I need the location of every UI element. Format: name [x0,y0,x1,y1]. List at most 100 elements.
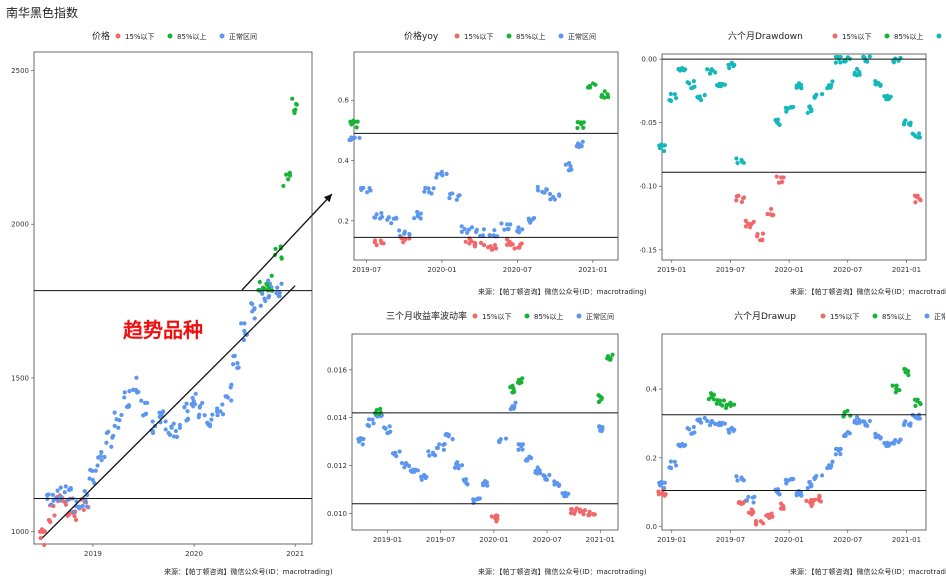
data-point [218,409,223,414]
data-point [207,422,212,427]
data-point [250,309,255,314]
data-point [394,215,399,221]
data-point [812,497,817,502]
data-point [902,421,907,426]
data-point [749,221,754,227]
data-point [512,389,517,394]
data-point [441,447,446,452]
x-tick-label: 2020-01 [774,536,803,544]
data-point [215,412,220,418]
data-point [220,412,226,417]
data-point [401,240,406,245]
data-point [272,252,278,258]
data-point [464,480,469,486]
data-point [265,283,270,288]
data-point [412,216,417,221]
data-point [278,246,283,251]
data-point [893,438,898,443]
data-point [171,421,176,426]
data-point [527,454,532,459]
data-point [452,465,458,470]
data-point [99,458,104,463]
data-point [286,177,291,182]
data-point [796,488,802,494]
legend-key-low [472,313,478,319]
y-tick-label: 0.00 [641,56,657,64]
data-point [435,445,440,451]
data-point [547,191,553,197]
data-point [402,465,407,470]
data-point [532,215,537,221]
data-point [541,473,546,478]
legend-key-high [167,33,173,39]
data-point [861,54,866,59]
legend-key-high [872,313,878,319]
data-point [347,137,352,143]
data-point [510,383,515,388]
data-point [750,508,755,513]
chart-legend: 价格yoy 15%以下 85%以上 正常区间 [404,30,596,42]
data-point [773,487,778,492]
data-point [705,418,710,424]
data-point [275,285,280,290]
data-point [873,79,878,84]
data-point [903,370,908,375]
data-point [662,143,667,148]
legend-label-high: 85%以上 [882,312,912,321]
data-point [387,424,392,429]
data-point [912,133,917,138]
data-point [878,436,883,441]
data-point [273,246,278,252]
data-point [672,92,677,97]
data-point [882,94,887,99]
data-point [459,224,464,229]
data-point [723,405,729,411]
data-point [499,221,504,226]
data-point [447,195,452,201]
data-point [865,59,870,64]
data-point [776,490,781,496]
x-tick-label: 2020-07 [833,536,862,544]
data-point [885,93,890,98]
data-point [415,214,421,219]
legend-key-normal [558,33,564,39]
data-point [389,221,394,226]
data-point [435,172,440,177]
data-point [667,97,672,103]
data-point [825,465,830,471]
series-low [372,235,524,252]
data-point [379,214,385,220]
legend-title: 六个月Drawup [734,310,796,322]
data-point [662,480,667,485]
data-point [459,463,465,468]
data-point [784,481,789,486]
data-point [169,424,174,429]
data-point [466,227,472,232]
data-point [668,459,674,464]
data-point [202,413,207,418]
legend-key-normal [924,313,930,319]
data-point [252,316,257,321]
data-point [504,242,510,247]
data-point [141,413,146,418]
data-point [575,141,581,146]
data-point [717,398,723,403]
data-point [890,383,895,388]
chart-legend: 六个月Drawup 15%以下 85%以上 正常区间 [734,310,945,322]
data-point [182,405,187,410]
data-point [582,508,588,513]
data-point [378,238,383,243]
data-point [161,409,166,414]
y-tick-label: 2500 [11,67,29,75]
data-point [489,514,494,519]
data-point [177,425,183,431]
data-point [913,200,918,205]
data-point [96,455,101,460]
data-point [707,423,713,428]
data-point [691,424,696,430]
data-point [586,512,591,518]
data-point [672,459,677,464]
data-point [848,413,853,418]
data-point [193,391,198,396]
